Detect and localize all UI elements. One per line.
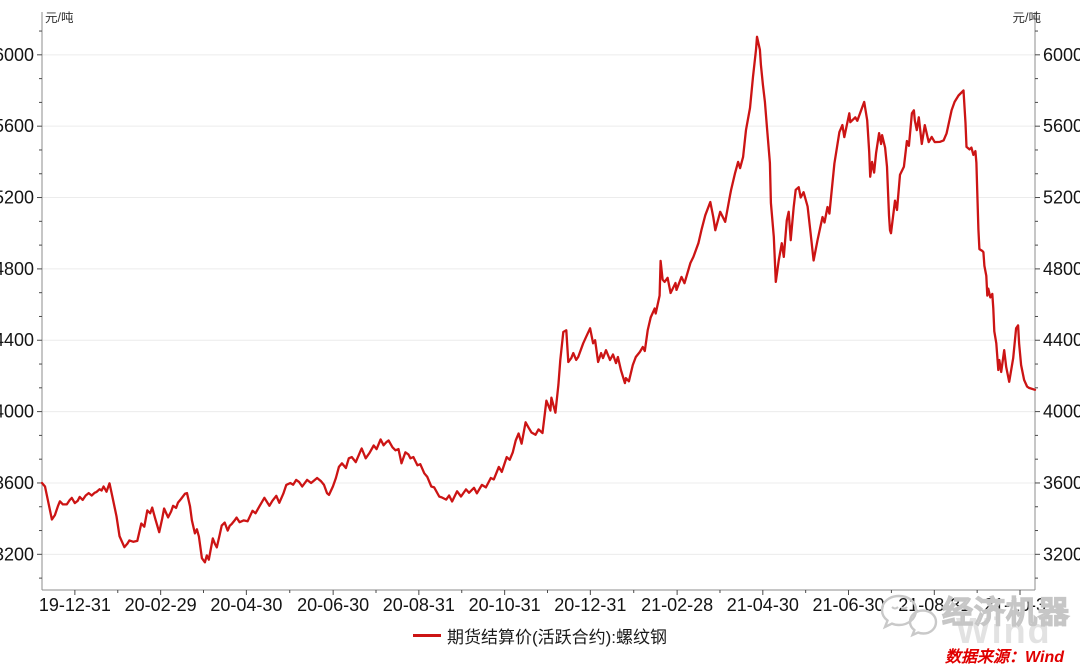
gridlines [42,54,1035,555]
watermark-brand-text: 经济机器 [941,594,1070,630]
axes [41,12,1036,591]
y-tick-label: 3600 [1043,473,1080,493]
x-tick-label: 20-12-31 [554,595,626,615]
y-tick-label: 4400 [1043,330,1080,350]
y-tick-label: 4000 [0,402,34,422]
legend-line-swatch [412,634,441,637]
x-tick-label: 21-02-28 [641,595,713,615]
x-tick-label: 21-06-30 [812,595,884,615]
watermark: 经济机器 [878,594,1070,648]
y-tick-label: 3200 [1043,544,1080,564]
y-tick-label: 5600 [0,116,34,136]
wind-watermark-text: Wind [956,610,1052,651]
x-tick-label: 20-04-30 [210,595,282,615]
y-unit-label-right: 元/吨 [1013,11,1042,25]
y-tick-label: 5200 [0,188,34,208]
bubble-eye-right [900,606,908,610]
series-lines [40,35,1037,564]
legend-label: 期货结算价(活跃合约):螺纹钢 [446,628,668,647]
y-tick-label: 3600 [0,473,34,493]
small-chat-bubble [908,609,938,638]
y-tick-label: 4000 [1043,402,1080,422]
bubble-eye-left [891,606,899,610]
x-tick-label: 20-02-29 [125,595,197,615]
axis-tick-labels: 3200 3200 3600 3600 4000 4000 4400 4400 4800 4800… [0,45,1080,615]
x-tick-label: 21-10-31 [984,595,1056,615]
y-tick-label: 4400 [0,330,34,350]
x-tick-label: 21-04-30 [727,595,799,615]
price-line [40,35,1037,564]
x-tick-label: 20-06-30 [297,595,369,615]
legend: 期货结算价(活跃合约):螺纹钢 [0,623,1080,648]
y-tick-label: 5600 [1043,116,1080,136]
y-tick-label: 5200 [1043,188,1080,208]
y-unit-label-left: 元/吨 [45,11,74,25]
y-tick-label: 6000 [0,45,34,65]
y-tick-label: 4800 [0,259,34,279]
data-source-label: 数据来源：Wind [945,649,1064,666]
big-chat-bubble [880,594,918,630]
x-tick-label: 20-08-31 [383,595,455,615]
x-tick-label: 19-12-31 [39,595,111,615]
y-tick-label: 4800 [1043,259,1080,279]
axis-ticks [37,30,1040,595]
y-tick-label: 6000 [1043,45,1080,65]
y-tick-label: 3200 [0,544,34,564]
x-tick-label: 20-10-31 [469,595,541,615]
wechat-bubbles-icon [880,594,938,638]
